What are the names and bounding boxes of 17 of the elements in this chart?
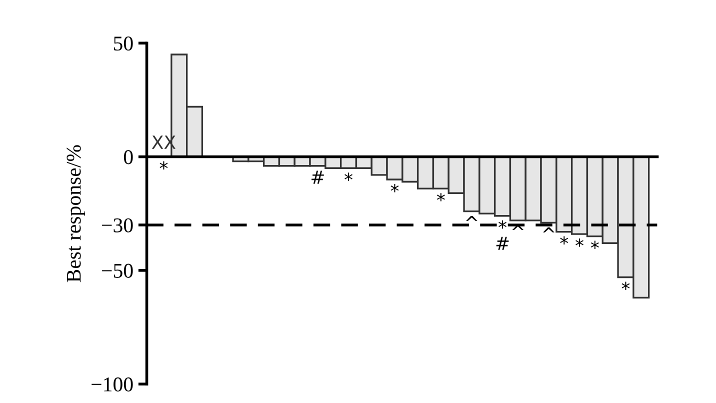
data-label: *	[576, 238, 584, 247]
y-tick-label: −100	[92, 377, 133, 392]
y-tick-label: 0	[124, 150, 133, 164]
data-label: *	[560, 236, 568, 244]
y-tick-label: −50	[102, 264, 133, 278]
data-label: *	[390, 184, 399, 192]
data-label: *	[590, 240, 599, 250]
y-axis-title: Best response/%	[66, 145, 86, 282]
data-label: #	[312, 170, 324, 184]
data-label: ^	[543, 227, 554, 232]
data-label: *	[436, 193, 445, 202]
data-label: ^	[466, 216, 478, 221]
y-tick-label: 50	[114, 36, 133, 51]
data-label: *	[344, 172, 352, 181]
data-label: *	[622, 282, 630, 290]
data-label: * #	[496, 220, 509, 250]
y-tick-label: −30	[102, 218, 133, 232]
